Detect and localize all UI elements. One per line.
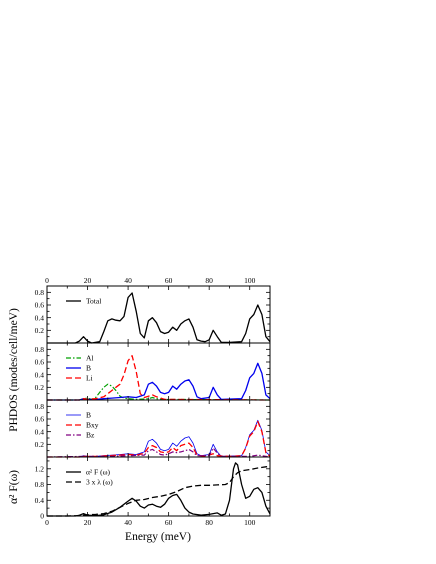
y-tick-label: 0.6 (35, 358, 45, 367)
x-top-tick-label: 80 (205, 276, 213, 285)
x-top-tick-label: 0 (45, 276, 49, 285)
x-tick-label: 40 (124, 518, 132, 527)
series-line-total-0 (47, 292, 271, 344)
series-line-bz-2 (46, 447, 271, 458)
y-tick-label: 1.2 (35, 464, 45, 473)
x-top-tick-label: 60 (165, 276, 173, 285)
x-tick-label: 0 (45, 518, 49, 527)
y-tick-label: 0.2 (35, 326, 45, 335)
x-tick-label: 60 (165, 518, 173, 527)
y-tick-label: 0.8 (35, 345, 45, 354)
series-line-b-2 (47, 419, 271, 458)
y-tick-label: 0.2 (35, 383, 45, 392)
legend-label: 3 x λ (ω) (86, 478, 113, 487)
legend-label: Al (86, 354, 94, 363)
legend-label: B (86, 364, 91, 373)
legend-label: B (86, 411, 91, 420)
legend-label: Bz (86, 431, 95, 440)
y-tick-label: 0.6 (35, 415, 45, 424)
y-tick-label: 0.8 (35, 288, 45, 297)
y-tick-label: 0.6 (35, 301, 45, 310)
x-top-tick-label: 40 (124, 276, 132, 285)
plot-frame (46, 342, 271, 401)
total-phdos-panel: 0.2 0.4 0.6 0.80 20 40 60 80 100 Total (35, 276, 271, 344)
eliashberg-panel: 0 0.4 0.8 1.2 0 20 40 60 80 100 α² F (ω)3 x λ (ω) (35, 456, 271, 527)
x-top-tick-label: 100 (244, 276, 256, 285)
x-tick-label: 100 (244, 518, 256, 527)
plot-frame (46, 456, 271, 517)
y-tick-label: 0.4 (35, 370, 45, 379)
series-line-3x-3 (47, 465, 271, 517)
x-tick-label: 20 (84, 518, 92, 527)
series-line-al-1 (47, 383, 271, 401)
y-tick-label: 0 (40, 512, 44, 521)
legend-label: Bxy (86, 421, 99, 430)
legend-label: Total (86, 297, 101, 306)
series-line-f-3 (47, 462, 271, 517)
x-axis-title: Energy (meV) (125, 531, 191, 543)
plot-frame (46, 399, 271, 458)
y-tick-label: 0.4 (35, 496, 45, 505)
x-tick-label: 80 (205, 518, 213, 527)
y-tick-label: 0.4 (35, 313, 45, 322)
y-tick-label: 0.4 (35, 427, 45, 436)
x-top-tick-label: 20 (84, 276, 92, 285)
legend-label: Li (86, 374, 93, 383)
y-tick-label: 0.8 (35, 402, 45, 411)
a2f-y-axis-title: α² F(ω) (8, 470, 20, 504)
legend-label: α² F (ω) (86, 468, 111, 477)
plot-frame (46, 285, 271, 344)
series-line-bxy-2 (47, 420, 271, 458)
phdos-y-axis-title: PHDOS (modes/cell/meV) (8, 308, 20, 432)
y-tick-label: 0.2 (35, 440, 45, 449)
series-line-li-1 (47, 355, 271, 401)
series-line-b-1 (47, 362, 271, 401)
y-tick-label: 0.8 (35, 480, 45, 489)
